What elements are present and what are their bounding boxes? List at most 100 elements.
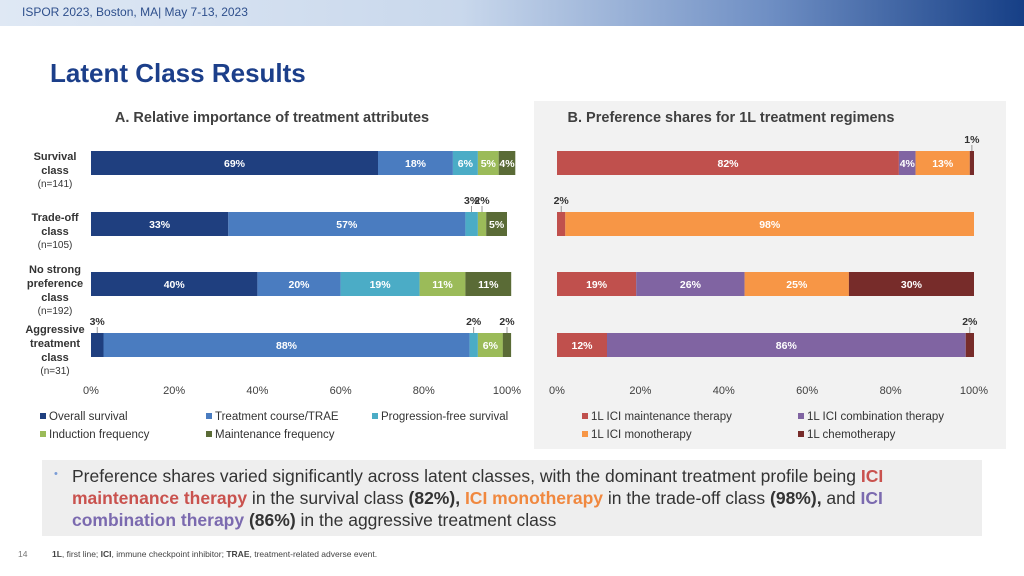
legend-swatch bbox=[372, 413, 378, 419]
legend-label: Progression-free survival bbox=[381, 411, 508, 423]
x-tick-label: 20% bbox=[163, 385, 185, 397]
bar-segment bbox=[91, 333, 104, 357]
footnote: 1L, first line; ICI, immune checkpoint i… bbox=[52, 549, 377, 559]
category-label: No strong bbox=[29, 264, 81, 276]
bar-segment bbox=[898, 151, 916, 175]
category-n: (n=192) bbox=[38, 306, 73, 317]
data-label: 1% bbox=[964, 134, 980, 146]
legend-swatch bbox=[582, 431, 588, 437]
bar-segment bbox=[498, 151, 516, 175]
data-label: 4% bbox=[499, 158, 515, 170]
callout-part: Preference shares varied significantly a… bbox=[72, 466, 861, 486]
category-n: (n=141) bbox=[38, 179, 73, 190]
data-label: 98% bbox=[759, 219, 781, 231]
category-label: Aggressive bbox=[25, 324, 84, 336]
x-tick-label: 80% bbox=[413, 385, 435, 397]
callout-part: and bbox=[821, 488, 861, 508]
bar-segment bbox=[91, 272, 258, 296]
data-label: 19% bbox=[586, 279, 608, 291]
bar-segment bbox=[228, 212, 466, 236]
x-tick-label: 40% bbox=[246, 385, 268, 397]
conference-label: ISPOR 2023, Boston, MA| May 7-13, 2023 bbox=[22, 5, 248, 19]
footnote-text: , immune checkpoint inhibitor; bbox=[111, 549, 227, 559]
data-label: 11% bbox=[432, 279, 453, 291]
bar-segment bbox=[915, 151, 970, 175]
callout-box: • Preference shares varied significantly… bbox=[42, 460, 982, 536]
bar-segment bbox=[607, 333, 966, 357]
data-label: 82% bbox=[717, 158, 739, 170]
data-label: 13% bbox=[932, 158, 954, 170]
footnote-key: ICI bbox=[100, 549, 112, 559]
callout-part: in the aggressive treatment class bbox=[295, 510, 557, 530]
data-label: 2% bbox=[499, 316, 515, 328]
legend-swatch bbox=[206, 431, 212, 437]
bar-segment bbox=[340, 272, 420, 296]
x-tick-label: 100% bbox=[493, 385, 521, 397]
callout-text: Preference shares varied significantly a… bbox=[72, 465, 972, 531]
callout-highlight-monotherapy: ICI monotherapy bbox=[464, 488, 604, 508]
callout-part: in the survival class bbox=[247, 488, 409, 508]
legend-swatch bbox=[40, 431, 46, 437]
data-label: 2% bbox=[466, 316, 482, 328]
bar-segment bbox=[469, 333, 478, 357]
legend-swatch bbox=[582, 413, 588, 419]
x-tick-label: 20% bbox=[629, 385, 651, 397]
data-label: 3% bbox=[464, 195, 480, 207]
callout-value-82: (82%), bbox=[408, 488, 461, 508]
data-label: 12% bbox=[571, 340, 593, 352]
legend-label: 1L chemotherapy bbox=[807, 429, 896, 441]
legend-swatch bbox=[798, 431, 804, 437]
bar-segment bbox=[477, 151, 499, 175]
header-band: ISPOR 2023, Boston, MA| May 7-13, 2023 bbox=[0, 0, 1024, 26]
bar-segment bbox=[557, 151, 899, 175]
data-label: 2% bbox=[474, 195, 490, 207]
bar-segment bbox=[565, 212, 974, 236]
chart-title: A. Relative importance of treatment attr… bbox=[115, 110, 429, 126]
data-label: 11% bbox=[478, 279, 499, 291]
category-label: Trade-off bbox=[31, 212, 78, 224]
data-label: 5% bbox=[481, 158, 497, 170]
page-number: 14 bbox=[18, 549, 28, 559]
bar-segment bbox=[486, 212, 507, 236]
x-tick-label: 60% bbox=[796, 385, 818, 397]
data-label: 88% bbox=[276, 340, 298, 352]
bar-segment bbox=[378, 151, 453, 175]
bar-segment bbox=[91, 151, 378, 175]
footnote-text: , first line; bbox=[61, 549, 101, 559]
legend-swatch bbox=[40, 413, 46, 419]
footnote-key: TRAE bbox=[226, 549, 250, 559]
x-tick-label: 0% bbox=[549, 385, 565, 397]
bar-segment bbox=[477, 212, 487, 236]
bar-segment bbox=[557, 212, 566, 236]
category-label: class bbox=[41, 226, 69, 238]
category-label: preference bbox=[27, 278, 83, 290]
legend-label: Overall survival bbox=[49, 411, 128, 423]
category-label: Survival bbox=[34, 151, 77, 163]
bar-segment bbox=[744, 272, 849, 296]
bar-segment bbox=[257, 272, 341, 296]
data-label: 18% bbox=[405, 158, 427, 170]
legend-label: Maintenance frequency bbox=[215, 429, 335, 441]
data-label: 2% bbox=[554, 195, 570, 207]
bar-segment bbox=[465, 272, 512, 296]
legend-label: Induction frequency bbox=[49, 429, 150, 441]
bar-segment bbox=[452, 151, 478, 175]
bar-segment bbox=[969, 151, 974, 175]
bar-segment bbox=[636, 272, 745, 296]
category-label: class bbox=[41, 292, 69, 304]
data-label: 57% bbox=[336, 219, 358, 231]
x-tick-label: 80% bbox=[880, 385, 902, 397]
data-label: 5% bbox=[489, 219, 505, 231]
bar-segment bbox=[465, 212, 478, 236]
data-label: 19% bbox=[370, 279, 392, 291]
bar-segment bbox=[103, 333, 470, 357]
slide-title: Latent Class Results bbox=[50, 58, 306, 88]
data-label: 69% bbox=[224, 158, 246, 170]
legend-label: 1L ICI combination therapy bbox=[807, 411, 944, 423]
callout-part: in the trade-off class bbox=[603, 488, 771, 508]
data-label: 2% bbox=[962, 316, 978, 328]
data-label: 3% bbox=[90, 316, 106, 328]
category-label: class bbox=[41, 165, 69, 177]
data-label: 6% bbox=[483, 340, 499, 352]
